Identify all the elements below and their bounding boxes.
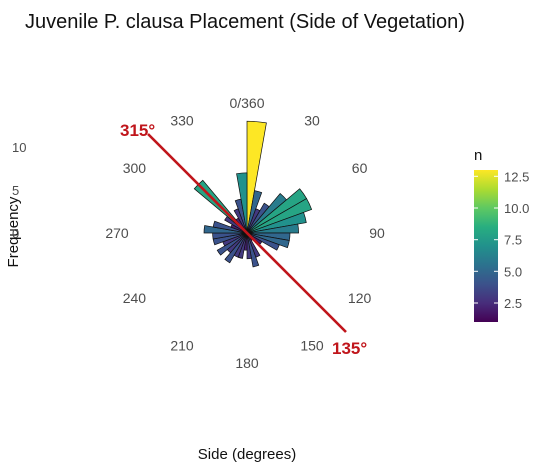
legend-tick-label: 10.0 xyxy=(504,201,529,216)
angle-tick-label: 90 xyxy=(369,225,385,241)
radius-tick-label: 5 xyxy=(12,183,19,198)
x-axis-label: Side (degrees) xyxy=(198,446,296,463)
reference-line-group: 315° 135° xyxy=(120,121,367,358)
angle-tick-label: 120 xyxy=(348,290,372,306)
radius-tick-labels: 0 5 10 xyxy=(12,140,26,241)
legend-tick-label: 7.5 xyxy=(504,233,522,248)
angle-tick-label: 270 xyxy=(105,225,129,241)
angle-tick-label: 30 xyxy=(304,112,320,128)
angle-tick-label: 210 xyxy=(170,338,194,354)
legend-tick-label: 5.0 xyxy=(504,264,522,279)
angle-tick-label: 300 xyxy=(123,160,147,176)
angle-tick-label: 150 xyxy=(300,338,324,354)
histogram-bar xyxy=(246,232,252,260)
angle-tick-label: 0/360 xyxy=(229,95,264,111)
angle-tick-label: 180 xyxy=(235,355,259,371)
legend-ticks: 2.5 5.0 7.5 10.0 12.5 xyxy=(474,169,529,311)
chart-title: Juvenile P. clausa Placement (Side of Ve… xyxy=(25,11,465,33)
histogram-bar xyxy=(216,232,248,256)
angle-tick-labels: 0/360 30 60 90 120 150 180 210 240 270 300 330 xyxy=(105,95,385,371)
radius-tick-label: 10 xyxy=(12,140,26,155)
reference-line xyxy=(147,133,347,333)
y-axis-label: Frequency xyxy=(5,196,22,267)
reference-label-end: 135° xyxy=(332,339,367,358)
color-legend: n 2.5 5.0 7.5 10.0 12.5 xyxy=(474,147,529,322)
legend-tick-label: 2.5 xyxy=(504,296,522,311)
legend-title: n xyxy=(474,147,482,164)
histogram-bar xyxy=(246,211,307,234)
angle-tick-label: 240 xyxy=(123,290,147,306)
angle-tick-label: 60 xyxy=(352,160,368,176)
histogram-bars xyxy=(193,120,313,268)
radius-tick-label: 0 xyxy=(12,226,19,241)
histogram-bar xyxy=(236,172,248,234)
histogram-bar xyxy=(246,232,260,268)
histogram-bar xyxy=(246,198,313,234)
angle-tick-label: 330 xyxy=(170,112,194,128)
legend-tick-label: 12.5 xyxy=(504,169,529,184)
reference-label-start: 315° xyxy=(120,121,155,140)
histogram-bar xyxy=(246,223,299,234)
histogram-bar xyxy=(224,232,248,264)
legend-colorbar xyxy=(474,170,498,322)
